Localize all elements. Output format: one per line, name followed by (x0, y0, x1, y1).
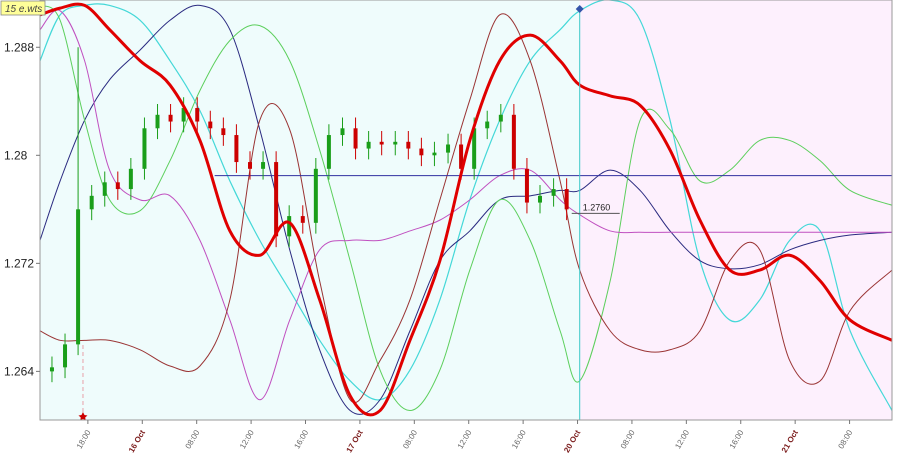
candle-body (115, 182, 120, 190)
candle-body (459, 144, 464, 169)
line-series (40, 2, 892, 417)
candle-body (432, 152, 437, 156)
candle-body (49, 367, 54, 372)
candle-body (393, 141, 398, 145)
candle-body (446, 144, 451, 153)
y-tick-label: 1.272 (4, 256, 34, 270)
y-tick-label: 1.264 (4, 364, 34, 378)
candle-body (537, 195, 542, 203)
candle-body (195, 108, 200, 122)
x-tick-label: 16:00 (728, 428, 746, 450)
candle-body (287, 216, 292, 237)
candle-body (168, 114, 173, 122)
candle-body (340, 128, 345, 136)
candle-body (208, 121, 213, 129)
candle-body (524, 168, 529, 203)
candle-body (472, 128, 477, 169)
candle-body (353, 128, 358, 149)
candle-body (326, 135, 331, 169)
x-tick-label: 12:00 (673, 428, 691, 450)
candle-body (181, 108, 186, 122)
plot-area (40, 0, 892, 420)
candle-body (419, 148, 424, 156)
plot-frame (39, 0, 893, 421)
candle-body (102, 182, 107, 196)
title-box (0, 0, 46, 16)
x-tick-label: 08:00 (836, 428, 854, 450)
x-tick-label: 12:00 (238, 428, 256, 450)
candle-body (485, 121, 490, 129)
candle-body (261, 162, 266, 169)
divider-marker (575, 5, 584, 13)
candle-body (379, 141, 384, 145)
candle-body (564, 189, 569, 210)
candle-body (63, 344, 68, 368)
candle-body (406, 141, 411, 149)
candle-body (313, 168, 318, 223)
candle-body (248, 162, 253, 169)
x-tick-label: 08:00 (619, 428, 637, 450)
candle-body (234, 135, 239, 163)
x-tick-label: 12:00 (456, 428, 474, 450)
candle-body (221, 128, 226, 136)
y-tick-label: 1.28 (4, 148, 28, 162)
chart-title: 15 e.wts (5, 4, 42, 15)
event-star (78, 412, 88, 420)
y-tick-label: 1.288 (4, 40, 34, 54)
last-price-label: 1.2760 (583, 202, 611, 212)
candle-body (142, 128, 147, 169)
x-tick-label: 17 Oct (345, 428, 365, 454)
x-tick-label: 08:00 (401, 428, 419, 450)
x-tick-label: 18:00 (75, 428, 93, 450)
x-tick-label: 16:00 (292, 428, 310, 450)
background (40, 0, 892, 420)
line-series (40, 4, 892, 412)
candle-body (511, 114, 516, 169)
background-right (579, 0, 892, 420)
x-tick-label: 21 Oct (780, 428, 800, 454)
candle-body (274, 162, 279, 237)
candle-body (155, 114, 160, 129)
x-tick-label: 16 Oct (127, 428, 147, 454)
candle-body (366, 141, 371, 149)
x-tick-label: 16:00 (510, 428, 528, 450)
x-tick-label: 08:00 (184, 428, 202, 450)
candle-body (498, 114, 503, 122)
candle-body (300, 216, 305, 223)
candle-body (89, 195, 94, 210)
candle-body (128, 168, 133, 190)
line-series (40, 13, 892, 403)
line-series (40, 9, 892, 401)
background-left (40, 0, 580, 420)
candle-body (551, 189, 556, 196)
x-tick-label: 20 Oct (562, 428, 582, 454)
candle-body (76, 209, 81, 345)
